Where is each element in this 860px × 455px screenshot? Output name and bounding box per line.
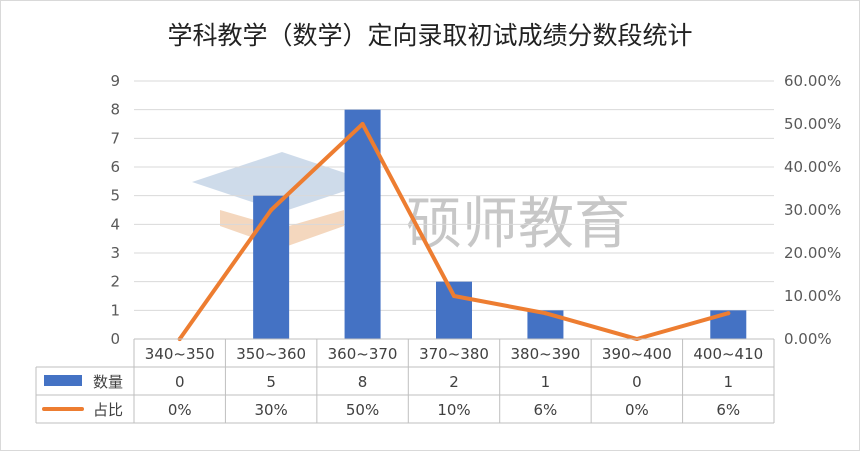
x-category-label: 390~400: [602, 345, 672, 363]
line-point: [360, 122, 365, 126]
axes: 0 1 2 3 4 5 6 7 8 9 0.00% 10.00% 20.00% 30.00% 40.00% 5…: [110, 72, 841, 348]
table-cell-count: 0: [632, 373, 642, 391]
table-cell-count: 0: [175, 373, 185, 391]
y-left-tick-label: 8: [110, 101, 120, 119]
y-right-tick-label: 40.00%: [784, 158, 841, 176]
line-point: [543, 311, 548, 316]
y-left-tick-label: 4: [110, 215, 120, 233]
bar: [253, 195, 290, 339]
line-point: [726, 311, 731, 316]
table-cell-ratio: 0%: [168, 401, 192, 419]
table-cell-ratio: 6%: [534, 401, 558, 419]
table-cell-ratio: 10%: [437, 401, 470, 419]
x-category-label: 360~370: [328, 345, 398, 363]
table-cell-count: 1: [541, 373, 551, 391]
x-category-label: 370~380: [419, 345, 489, 363]
table-cell-ratio: 0%: [625, 401, 649, 419]
x-category-label: 340~350: [145, 345, 215, 363]
bar: [436, 281, 472, 339]
table-cell-count: 5: [266, 373, 276, 391]
line-point: [452, 294, 456, 298]
y-left-tick-label: 6: [110, 158, 120, 176]
y-right-tick-label: 0.00%: [784, 330, 832, 348]
y-left-tick-label: 9: [110, 72, 120, 90]
line-point: [269, 208, 274, 212]
y-right-tick-label: 30.00%: [784, 201, 841, 219]
x-category-label: 400~410: [693, 345, 763, 363]
table-cell-ratio: 6%: [716, 401, 740, 419]
legend-label-line: 占比: [93, 401, 123, 419]
table-cell-count: 1: [724, 373, 734, 391]
legend-key-bar: [44, 375, 82, 386]
table-cell-ratio: 30%: [254, 401, 287, 419]
legend-label-bar: 数量: [93, 373, 123, 391]
y-left-tick-label: 3: [110, 244, 120, 262]
y-left-tick-label: 7: [110, 129, 120, 147]
y-right-tick-label: 20.00%: [784, 244, 841, 262]
x-category-label: 350~360: [236, 345, 306, 363]
y-right-tick-label: 60.00%: [784, 72, 841, 90]
y-left-tick-label: 5: [110, 187, 120, 205]
x-category-label: 380~390: [511, 345, 581, 363]
y-left-tick-label: 0: [110, 330, 120, 348]
table-cell-ratio: 50%: [346, 401, 379, 419]
y-right-tick-label: 10.00%: [784, 287, 841, 305]
chart-title: 学科教学（数学）定向录取初试成绩分数段统计: [167, 21, 692, 50]
table-cell-count: 2: [449, 373, 459, 391]
y-left-tick-label: 1: [110, 301, 120, 319]
y-right-tick-label: 50.00%: [784, 115, 841, 133]
table-cell-count: 8: [358, 373, 368, 391]
data-table: 340~350 350~360 360~370 370~380 380~390 390~4…: [35, 338, 775, 424]
y-left-tick-label: 2: [110, 273, 120, 291]
